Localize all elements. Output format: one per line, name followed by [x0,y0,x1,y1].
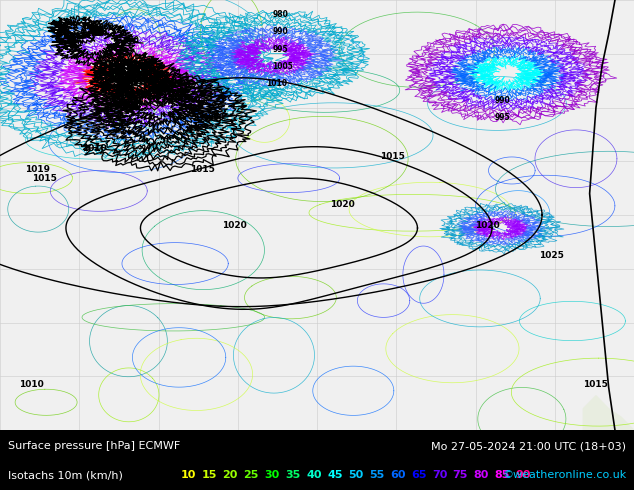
Text: 70: 70 [432,470,447,480]
Text: 970: 970 [124,36,139,45]
Text: 80: 80 [474,470,489,480]
Polygon shape [583,396,634,430]
Text: 995: 995 [495,114,510,122]
Text: 1019: 1019 [25,165,50,174]
Text: 1000: 1000 [203,114,224,122]
Text: 1010: 1010 [19,380,44,389]
Text: 995: 995 [190,96,206,105]
Text: 990: 990 [495,96,510,105]
Text: 1015: 1015 [32,173,56,183]
Text: 10: 10 [181,470,196,480]
Text: 20: 20 [223,470,238,480]
Text: 990: 990 [273,27,288,36]
Text: 1025: 1025 [539,251,564,260]
Text: 55: 55 [369,470,384,480]
Text: 1005: 1005 [273,62,294,71]
Text: 990: 990 [162,79,178,88]
Text: 75: 75 [453,470,468,480]
Text: 1010: 1010 [82,144,107,152]
Text: Isotachs 10m (km/h): Isotachs 10m (km/h) [8,470,122,480]
Text: 1020: 1020 [476,221,500,230]
Text: 1020: 1020 [330,199,354,209]
Text: 85: 85 [495,470,510,480]
Text: 1015: 1015 [380,152,405,161]
Text: ©weatheronline.co.uk: ©weatheronline.co.uk [502,470,626,480]
Text: 40: 40 [306,470,321,480]
Text: 90: 90 [515,470,531,480]
Text: Surface pressure [hPa] ECMWF: Surface pressure [hPa] ECMWF [8,441,180,451]
Text: 35: 35 [285,470,301,480]
Text: 995: 995 [273,45,288,53]
Text: 50: 50 [348,470,363,480]
Text: 1015: 1015 [190,165,215,174]
Text: 960: 960 [98,23,114,32]
Text: 980: 980 [273,10,288,19]
Text: 1010: 1010 [266,79,287,88]
Text: 45: 45 [327,470,342,480]
Text: 980: 980 [143,62,158,71]
Text: 15: 15 [202,470,217,480]
Text: 30: 30 [264,470,280,480]
Text: Mo 27-05-2024 21:00 UTC (18+03): Mo 27-05-2024 21:00 UTC (18+03) [431,441,626,451]
Text: 25: 25 [243,470,259,480]
Text: 1015: 1015 [583,380,608,389]
Text: 1020: 1020 [222,221,247,230]
Text: 65: 65 [411,470,426,480]
Text: 60: 60 [390,470,405,480]
